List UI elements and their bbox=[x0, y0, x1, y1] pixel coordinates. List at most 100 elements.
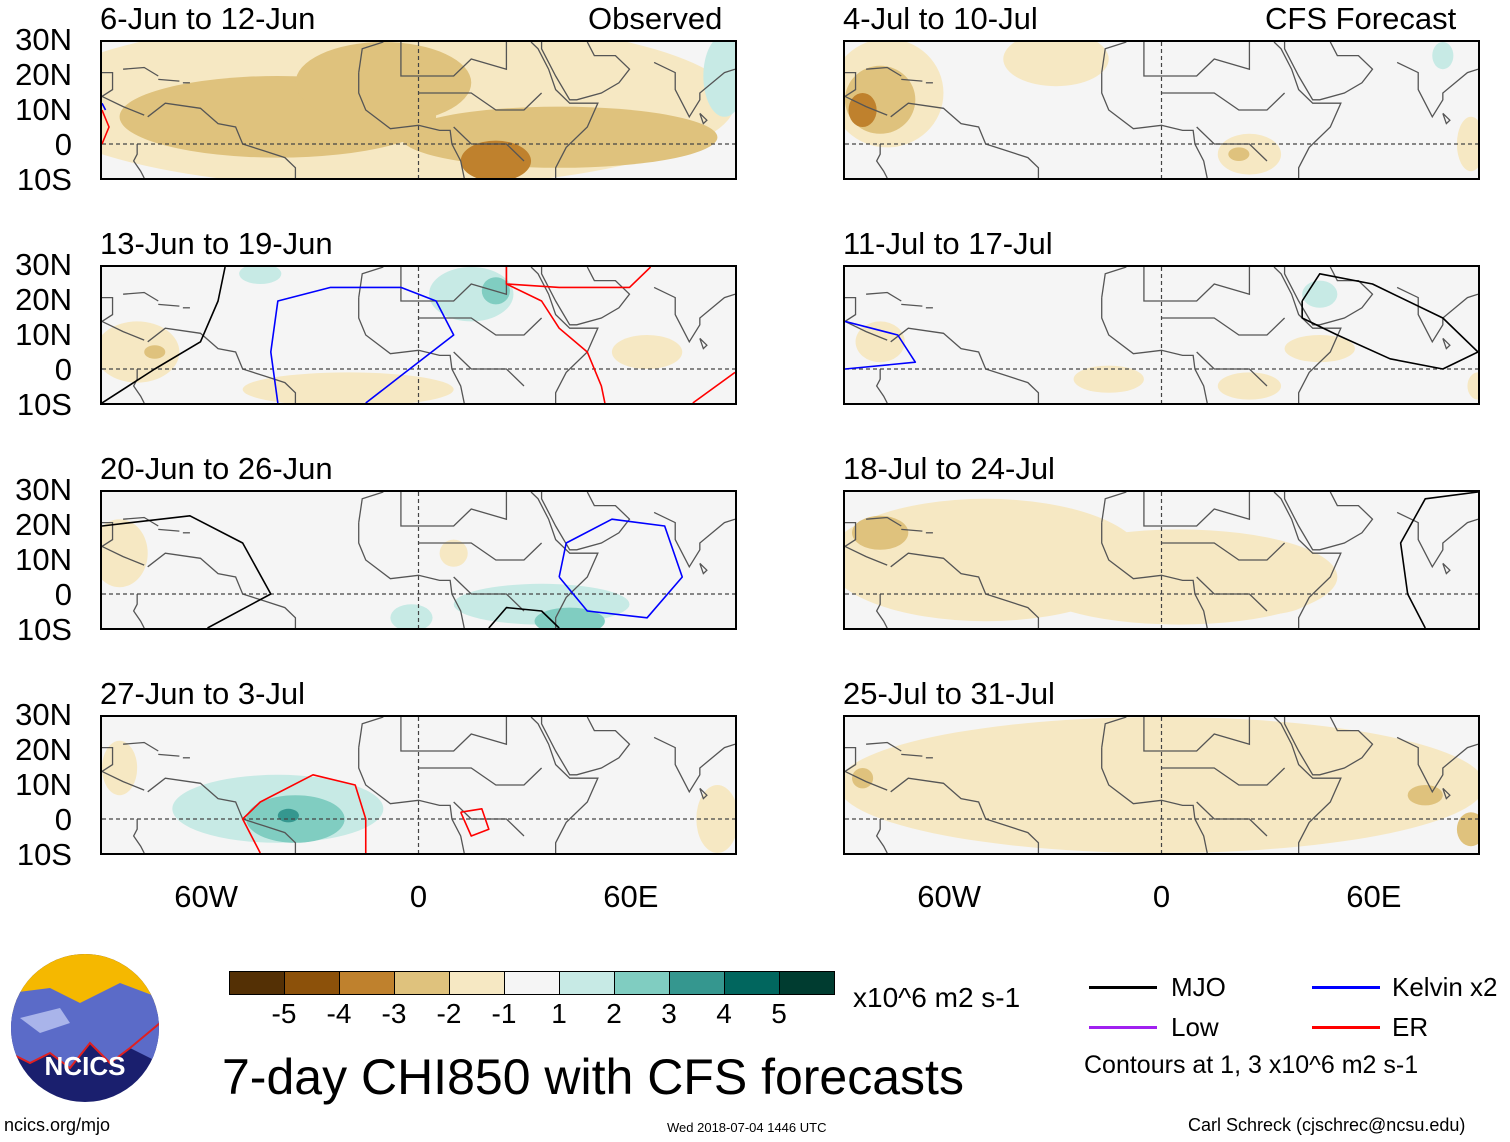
coastline bbox=[654, 512, 735, 566]
coastline bbox=[401, 717, 507, 751]
coastline bbox=[134, 819, 145, 853]
mjo-contour bbox=[102, 516, 271, 628]
lat-label: 20N bbox=[15, 732, 72, 767]
coastline bbox=[102, 321, 144, 340]
coastline bbox=[845, 523, 856, 547]
coastline bbox=[419, 93, 542, 110]
anomaly-region bbox=[1073, 365, 1144, 393]
coastline bbox=[891, 553, 1039, 628]
coastline bbox=[845, 771, 887, 790]
er-contour bbox=[102, 110, 109, 144]
map-panel bbox=[100, 40, 737, 180]
coastline bbox=[845, 748, 856, 772]
coastline bbox=[1102, 42, 1127, 73]
coastline bbox=[419, 543, 542, 560]
coastline bbox=[531, 492, 598, 628]
coastline bbox=[359, 748, 465, 853]
map-panel bbox=[100, 265, 737, 405]
anomaly-region bbox=[1284, 335, 1355, 363]
lat-label: 30N bbox=[15, 472, 72, 507]
mjo-contour bbox=[489, 608, 559, 628]
colorbar bbox=[229, 971, 835, 995]
coastline bbox=[531, 267, 598, 403]
coastline bbox=[1144, 717, 1250, 751]
anomaly-region bbox=[1456, 116, 1478, 172]
coastline bbox=[1102, 267, 1127, 298]
coastline bbox=[1397, 512, 1478, 566]
coastline bbox=[123, 518, 158, 527]
colorbar-label: -2 bbox=[436, 998, 462, 1029]
anomaly-region bbox=[855, 321, 905, 363]
kelvin-contour bbox=[845, 321, 915, 369]
colorbar-label: -4 bbox=[326, 998, 352, 1029]
coastline bbox=[1144, 42, 1250, 76]
coastline bbox=[419, 318, 542, 335]
anomaly-region bbox=[611, 335, 683, 369]
coastline bbox=[102, 748, 113, 772]
anomaly-region bbox=[1432, 42, 1454, 70]
coastline bbox=[1102, 298, 1208, 403]
coastline bbox=[1397, 287, 1478, 341]
er-contour bbox=[693, 372, 735, 403]
coastline bbox=[542, 42, 630, 100]
coastline bbox=[877, 144, 888, 178]
coastline bbox=[654, 737, 735, 791]
svg-text:NCICS: NCICS bbox=[45, 1051, 126, 1081]
coastline bbox=[359, 73, 465, 178]
lat-label: 30N bbox=[15, 247, 72, 282]
legend-er-line bbox=[1312, 1026, 1380, 1029]
lon-label: 60E bbox=[603, 879, 659, 914]
panel-title: 27-Jun to 3-Jul bbox=[100, 676, 306, 711]
figure-title: 7-day CHI850 with CFS forecasts bbox=[222, 1049, 964, 1105]
anomaly-region bbox=[239, 267, 282, 284]
kelvin-contour bbox=[559, 519, 682, 618]
colorbar-units: x10^6 m2 s-1 bbox=[853, 982, 1021, 1013]
colorbar-swatch bbox=[450, 972, 505, 994]
colorbar-label: 4 bbox=[716, 998, 732, 1029]
colorbar-swatch bbox=[285, 972, 340, 994]
legend-low-line bbox=[1089, 1026, 1157, 1029]
anomaly-region bbox=[102, 519, 148, 588]
coastline bbox=[845, 73, 856, 97]
coastline bbox=[1162, 318, 1285, 335]
legend-mjo-line bbox=[1089, 986, 1157, 989]
colorbar-swatch bbox=[395, 972, 450, 994]
map-panel bbox=[100, 715, 737, 855]
lat-label: 0 bbox=[54, 127, 72, 162]
lat-label: 30N bbox=[15, 697, 72, 732]
coastline bbox=[359, 492, 384, 523]
colorbar-swatch bbox=[670, 972, 725, 994]
coastline bbox=[1274, 267, 1341, 403]
coastline bbox=[700, 338, 707, 348]
lat-label: 10S bbox=[16, 612, 72, 647]
mjo-contour bbox=[1302, 274, 1478, 369]
colorbar-label: 3 bbox=[661, 998, 677, 1029]
legend-mjo: MJO bbox=[1171, 972, 1226, 1002]
coastline bbox=[123, 743, 158, 752]
coastline bbox=[654, 62, 735, 116]
contour-note: Contours at 1, 3 x10^6 m2 s-1 bbox=[1084, 1051, 1419, 1079]
anomaly-region bbox=[1228, 147, 1250, 161]
observed-label: Observed bbox=[588, 1, 723, 36]
coastline bbox=[102, 73, 113, 97]
coastline bbox=[877, 594, 888, 628]
anomaly-region bbox=[1407, 785, 1443, 806]
colorbar-swatch bbox=[615, 972, 670, 994]
colorbar-label: 5 bbox=[771, 998, 787, 1029]
colorbar-label: -1 bbox=[491, 998, 517, 1029]
panel-title: 18-Jul to 24-Jul bbox=[843, 451, 1055, 486]
ncics-logo: NCICS bbox=[11, 954, 159, 1102]
footer-url[interactable]: ncics.org/mjo bbox=[4, 1115, 111, 1135]
coastline bbox=[542, 267, 630, 325]
legend-er: ER bbox=[1392, 1012, 1429, 1042]
panel-title: 4-Jul to 10-Jul bbox=[843, 1, 1038, 36]
coastline bbox=[1397, 62, 1478, 116]
coastline bbox=[134, 144, 145, 178]
coastline bbox=[1397, 737, 1478, 791]
coastline bbox=[102, 771, 144, 790]
coastline bbox=[123, 293, 158, 302]
colorbar-label: -5 bbox=[271, 998, 297, 1029]
coastline bbox=[700, 788, 707, 798]
coastline bbox=[1285, 492, 1373, 550]
panel-title: 20-Jun to 26-Jun bbox=[100, 451, 333, 486]
